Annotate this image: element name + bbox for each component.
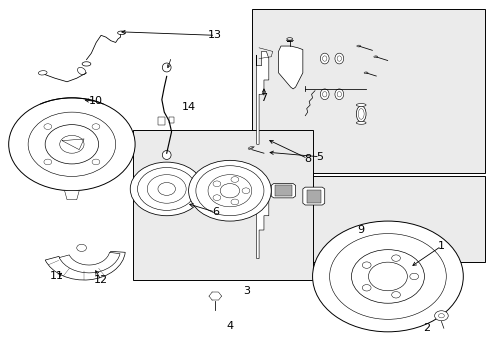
FancyBboxPatch shape <box>132 130 312 280</box>
Ellipse shape <box>162 63 171 72</box>
Circle shape <box>188 160 271 221</box>
Circle shape <box>92 159 100 165</box>
Text: 12: 12 <box>94 275 108 285</box>
Text: 11: 11 <box>50 271 64 282</box>
Polygon shape <box>302 187 324 205</box>
Circle shape <box>130 162 203 216</box>
Circle shape <box>196 166 264 216</box>
Polygon shape <box>256 51 268 144</box>
Ellipse shape <box>356 121 366 124</box>
Text: 1: 1 <box>437 241 444 251</box>
Circle shape <box>409 273 418 280</box>
Circle shape <box>391 292 400 298</box>
Circle shape <box>368 262 407 291</box>
Polygon shape <box>278 46 302 89</box>
Text: 5: 5 <box>316 152 323 162</box>
Circle shape <box>230 177 238 183</box>
Wedge shape <box>45 251 125 280</box>
Circle shape <box>77 244 86 251</box>
Circle shape <box>45 125 99 164</box>
Circle shape <box>44 124 52 130</box>
Bar <box>275 185 291 196</box>
Ellipse shape <box>334 89 343 100</box>
Circle shape <box>434 311 447 321</box>
Circle shape <box>329 234 446 319</box>
Circle shape <box>92 124 100 130</box>
Text: 13: 13 <box>208 30 222 40</box>
Circle shape <box>213 181 221 186</box>
Text: 3: 3 <box>243 286 250 296</box>
Text: 7: 7 <box>260 93 267 103</box>
Text: 6: 6 <box>211 207 218 217</box>
Bar <box>168 117 173 123</box>
Circle shape <box>230 199 238 205</box>
Text: 2: 2 <box>423 323 429 333</box>
Circle shape <box>28 112 116 176</box>
Text: 8: 8 <box>304 154 311 163</box>
Bar <box>158 117 164 125</box>
Ellipse shape <box>356 104 366 107</box>
Circle shape <box>137 167 196 210</box>
Ellipse shape <box>82 62 91 66</box>
Ellipse shape <box>38 71 47 75</box>
Wedge shape <box>59 252 120 273</box>
Circle shape <box>362 284 370 291</box>
Circle shape <box>207 175 251 207</box>
Ellipse shape <box>334 53 343 64</box>
Circle shape <box>213 195 221 201</box>
Circle shape <box>60 135 84 153</box>
Circle shape <box>362 262 370 268</box>
Circle shape <box>351 249 424 303</box>
Ellipse shape <box>77 67 85 75</box>
FancyBboxPatch shape <box>251 176 484 262</box>
Ellipse shape <box>356 106 366 122</box>
Ellipse shape <box>320 53 328 64</box>
Text: 4: 4 <box>226 321 233 332</box>
Circle shape <box>147 175 186 203</box>
Polygon shape <box>256 191 268 258</box>
Ellipse shape <box>162 150 171 159</box>
Text: 9: 9 <box>357 225 364 235</box>
Bar <box>306 190 321 203</box>
Circle shape <box>242 188 249 194</box>
Circle shape <box>391 255 400 261</box>
Ellipse shape <box>117 31 125 35</box>
Ellipse shape <box>320 89 328 100</box>
Text: 10: 10 <box>89 96 103 107</box>
Polygon shape <box>64 191 79 200</box>
Circle shape <box>312 221 462 332</box>
Text: 14: 14 <box>181 102 195 112</box>
FancyBboxPatch shape <box>251 9 484 173</box>
Polygon shape <box>271 184 295 198</box>
Circle shape <box>9 98 135 191</box>
Circle shape <box>44 159 52 165</box>
